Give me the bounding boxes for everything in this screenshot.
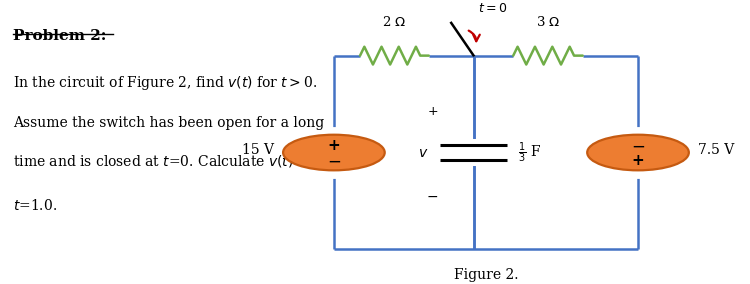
Text: 15 V: 15 V (242, 143, 274, 157)
Text: +: + (632, 153, 644, 168)
Text: Problem 2:: Problem 2: (13, 30, 106, 43)
Circle shape (283, 135, 385, 170)
Text: In the circuit of Figure 2, find $v(t)$ for $t$$>$0.: In the circuit of Figure 2, find $v(t)$ … (13, 74, 316, 92)
Text: $t$=1.0.: $t$=1.0. (13, 198, 57, 213)
Text: $\frac{1}{3}$ F: $\frac{1}{3}$ F (518, 140, 542, 165)
Text: $t=0$: $t=0$ (478, 2, 507, 15)
Text: $-$: $-$ (427, 189, 439, 203)
Text: Figure 2.: Figure 2. (454, 268, 518, 282)
Text: +: + (427, 105, 438, 118)
Circle shape (587, 135, 688, 170)
Text: 2 $\Omega$: 2 $\Omega$ (382, 15, 406, 30)
Text: $-$: $-$ (631, 136, 645, 154)
Text: 3 $\Omega$: 3 $\Omega$ (536, 15, 560, 30)
Text: $-$: $-$ (327, 152, 341, 170)
Text: Assume the switch has been open for a long: Assume the switch has been open for a lo… (13, 116, 324, 130)
Text: $v$: $v$ (418, 145, 428, 160)
Text: +: + (328, 138, 340, 153)
Text: 7.5 V: 7.5 V (698, 143, 734, 157)
Text: time and is closed at $t$=0. Calculate $v(t)$ at  15 V: time and is closed at $t$=0. Calculate $… (13, 153, 354, 168)
